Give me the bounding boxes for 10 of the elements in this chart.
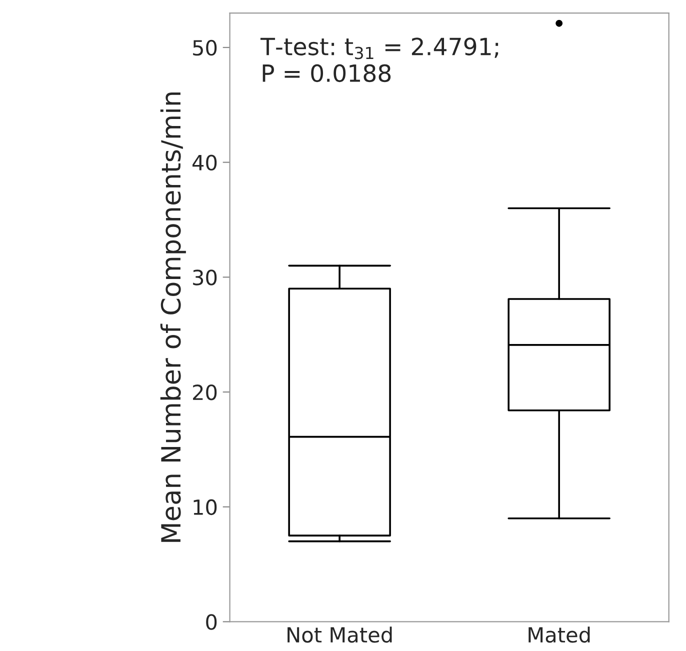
- y-tick-label: 40: [192, 154, 217, 171]
- annotation: T-test: t$_{31}$ = 2.4791; P = 0.0188: [260, 38, 498, 82]
- y-axis-title: Mean Number of Components/min: [160, 92, 186, 542]
- x-tick-label: Not Mated: [288, 626, 392, 643]
- y-tick-label: 10: [194, 499, 217, 516]
- y-tick-label: 50: [193, 40, 217, 56]
- y-tick-label: 0: [206, 614, 217, 630]
- y-tick-label: 30: [193, 270, 217, 286]
- x-tick-label: Mated: [528, 626, 590, 643]
- y-tick-label: 20: [193, 384, 217, 400]
